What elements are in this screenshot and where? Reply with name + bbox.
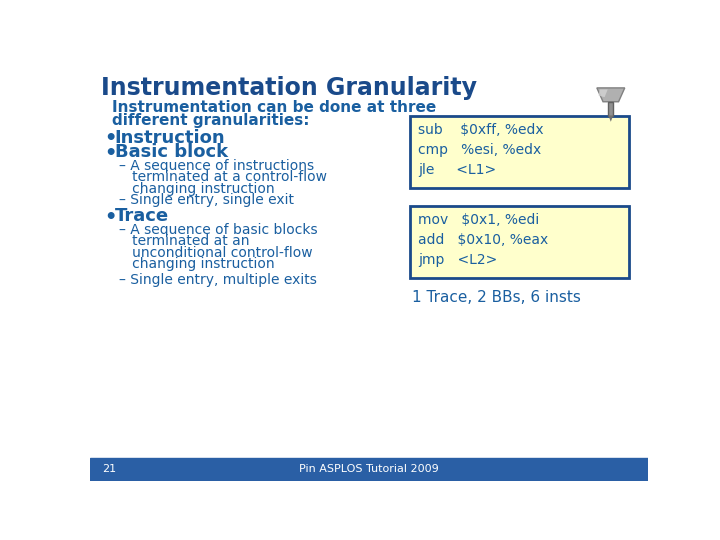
Text: sub    $0xff, %edx: sub $0xff, %edx [418, 123, 544, 137]
Polygon shape [598, 90, 608, 97]
Text: unconditional control-flow: unconditional control-flow [120, 246, 313, 260]
Text: •: • [104, 144, 117, 163]
Text: •: • [104, 208, 117, 227]
Text: Pin ASPLOS Tutorial 2009: Pin ASPLOS Tutorial 2009 [299, 464, 439, 474]
FancyBboxPatch shape [410, 116, 629, 188]
Text: mov   $0x1, %edi: mov $0x1, %edi [418, 213, 539, 227]
Text: – A sequence of instructions: – A sequence of instructions [120, 159, 315, 173]
Text: different granularities:: different granularities: [112, 113, 309, 129]
Text: – A sequence of basic blocks: – A sequence of basic blocks [120, 222, 318, 237]
Text: terminated at an: terminated at an [120, 234, 250, 248]
Text: Trace: Trace [114, 207, 169, 225]
Text: 21: 21 [102, 464, 117, 474]
FancyBboxPatch shape [410, 206, 629, 278]
Text: terminated at a control-flow: terminated at a control-flow [120, 170, 328, 184]
Text: 1 Trace, 2 BBs, 6 insts: 1 Trace, 2 BBs, 6 insts [412, 291, 580, 306]
Text: Instrumentation can be done at three: Instrumentation can be done at three [112, 100, 436, 115]
Text: jmp   <L2>: jmp <L2> [418, 253, 497, 267]
Text: Instrumentation Granularity: Instrumentation Granularity [101, 76, 477, 99]
Text: – Single entry, single exit: – Single entry, single exit [120, 193, 294, 207]
Text: cmp   %esi, %edx: cmp %esi, %edx [418, 143, 541, 157]
Text: add   $0x10, %eax: add $0x10, %eax [418, 233, 548, 247]
Text: jle     <L1>: jle <L1> [418, 164, 496, 177]
Text: changing instruction: changing instruction [120, 182, 275, 196]
Bar [90, 457, 648, 481]
Text: Instruction: Instruction [114, 129, 225, 147]
Text: Basic block: Basic block [114, 143, 228, 161]
Polygon shape [608, 116, 613, 122]
Text: changing instruction: changing instruction [120, 257, 275, 271]
Polygon shape [597, 88, 625, 102]
Bar [608, 102, 613, 116]
Text: •: • [104, 130, 117, 148]
Text: – Single entry, multiple exits: – Single entry, multiple exits [120, 273, 318, 287]
